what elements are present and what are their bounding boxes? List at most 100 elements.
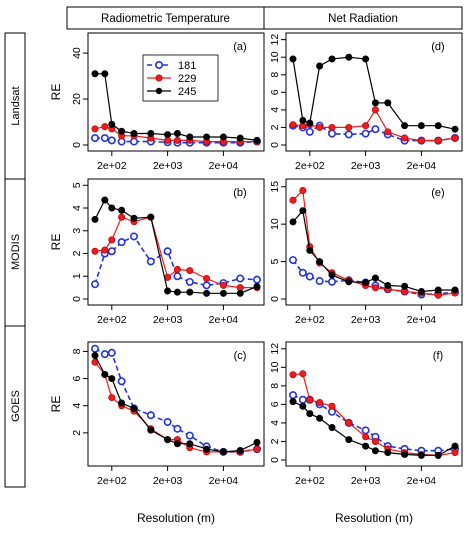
data-point-181 (298, 268, 307, 277)
data-point-181 (328, 129, 337, 138)
data-point-229 (434, 137, 442, 145)
data-point-181 (163, 247, 172, 256)
data-point-245 (345, 436, 353, 444)
data-point-245 (328, 424, 336, 432)
data-point-181 (361, 129, 370, 138)
y-tick-label: 8 (71, 348, 83, 354)
panel-label: (b) (233, 187, 246, 199)
data-point-245 (91, 215, 99, 223)
x-tick-label: 2e+04 (407, 160, 437, 172)
data-point-245 (306, 119, 314, 127)
data-point-229 (451, 134, 459, 142)
data-point-245 (253, 438, 261, 446)
data-point-245 (434, 451, 442, 459)
data-point-181 (130, 137, 139, 146)
data-point-229 (164, 136, 172, 144)
data-point-229 (289, 121, 297, 129)
panel-label: (e) (431, 187, 444, 199)
panel-a: 2e+02 2e+03 2e+04 0 20 40 RE (a) (49, 32, 265, 172)
data-point-245 (306, 410, 314, 418)
y-tick-label: 6 (269, 401, 281, 407)
data-point-229 (91, 247, 99, 255)
data-point-245 (316, 258, 324, 266)
data-point-245 (316, 62, 324, 70)
data-point-245 (130, 404, 138, 412)
data-point-229 (173, 136, 181, 144)
data-point-245 (328, 271, 336, 279)
y-tick-label: 20 (71, 93, 83, 105)
series-245 (91, 351, 261, 456)
x-tick-label: 2e+02 (97, 314, 127, 326)
panel-label: (c) (234, 350, 247, 362)
data-point-245 (371, 274, 379, 282)
data-point-245 (147, 426, 155, 434)
data-point-245 (362, 55, 370, 63)
data-point-245 (219, 133, 227, 141)
y-tick-label: 4 (71, 205, 83, 211)
data-point-229 (328, 123, 336, 131)
panel-label: (d) (431, 41, 444, 53)
data-point-245 (91, 351, 99, 359)
data-point-181 (146, 411, 155, 420)
data-point-181 (236, 274, 245, 283)
data-point-229 (118, 213, 126, 221)
series-245 (91, 70, 261, 144)
data-point-181 (361, 426, 370, 435)
x-tick-label: 2e+02 (295, 475, 325, 487)
legend-marker-181 (155, 60, 164, 69)
x-tick-label: 2e+04 (209, 314, 239, 326)
data-point-245 (203, 289, 211, 297)
data-point-229 (362, 433, 370, 441)
data-point-181 (185, 277, 194, 286)
data-point-229 (417, 137, 425, 145)
data-point-245 (306, 246, 314, 254)
data-point-245 (186, 288, 194, 296)
data-point-181 (91, 280, 100, 289)
data-point-181 (288, 256, 297, 265)
data-point-181 (173, 424, 182, 433)
data-point-245 (173, 440, 181, 448)
x-tick-label: 2e+03 (153, 314, 183, 326)
data-point-181 (185, 431, 194, 440)
series-245 (91, 196, 261, 297)
row-label-box-goes (4, 325, 26, 488)
legend-item-245: 245 (147, 86, 196, 98)
data-point-245 (101, 196, 109, 204)
data-point-229 (91, 125, 99, 133)
y-tick-label: 10 (269, 361, 281, 373)
y-tick-label: 10 (269, 218, 281, 230)
y-tick-label: 5 (269, 259, 281, 265)
series-line-245 (292, 401, 456, 456)
column-title-radiometric: Radiometric Temperature (101, 13, 230, 25)
data-point-181 (107, 247, 116, 256)
data-point-245 (316, 414, 324, 422)
panel-c: 2e+02 2e+03 2e+04 2 4 6 8 RE Resolution (m) (c) (49, 341, 265, 525)
data-point-181 (371, 125, 380, 134)
data-point-245 (345, 53, 353, 61)
legend-marker-229 (155, 74, 163, 82)
plot-frame (87, 341, 265, 467)
data-point-181 (288, 391, 297, 400)
data-point-245 (101, 70, 109, 78)
data-point-245 (101, 370, 109, 378)
data-point-245 (289, 398, 297, 406)
data-point-181 (173, 272, 182, 281)
data-point-229 (371, 284, 379, 292)
data-point-245 (118, 399, 126, 407)
data-point-245 (236, 134, 244, 142)
y-tick-label: 0 (71, 142, 83, 148)
data-point-229 (451, 449, 459, 457)
data-point-245 (299, 207, 307, 215)
x-tick-label: 2e+04 (407, 314, 437, 326)
y-tick-label: 2 (71, 250, 83, 256)
y-axis-label: RE (49, 234, 63, 251)
data-point-229 (316, 399, 324, 407)
data-point-229 (371, 437, 379, 445)
data-point-245 (451, 125, 459, 133)
legend-label-245: 245 (178, 86, 196, 98)
data-point-229 (186, 267, 194, 275)
data-point-229 (108, 236, 116, 244)
data-point-245 (219, 448, 227, 456)
